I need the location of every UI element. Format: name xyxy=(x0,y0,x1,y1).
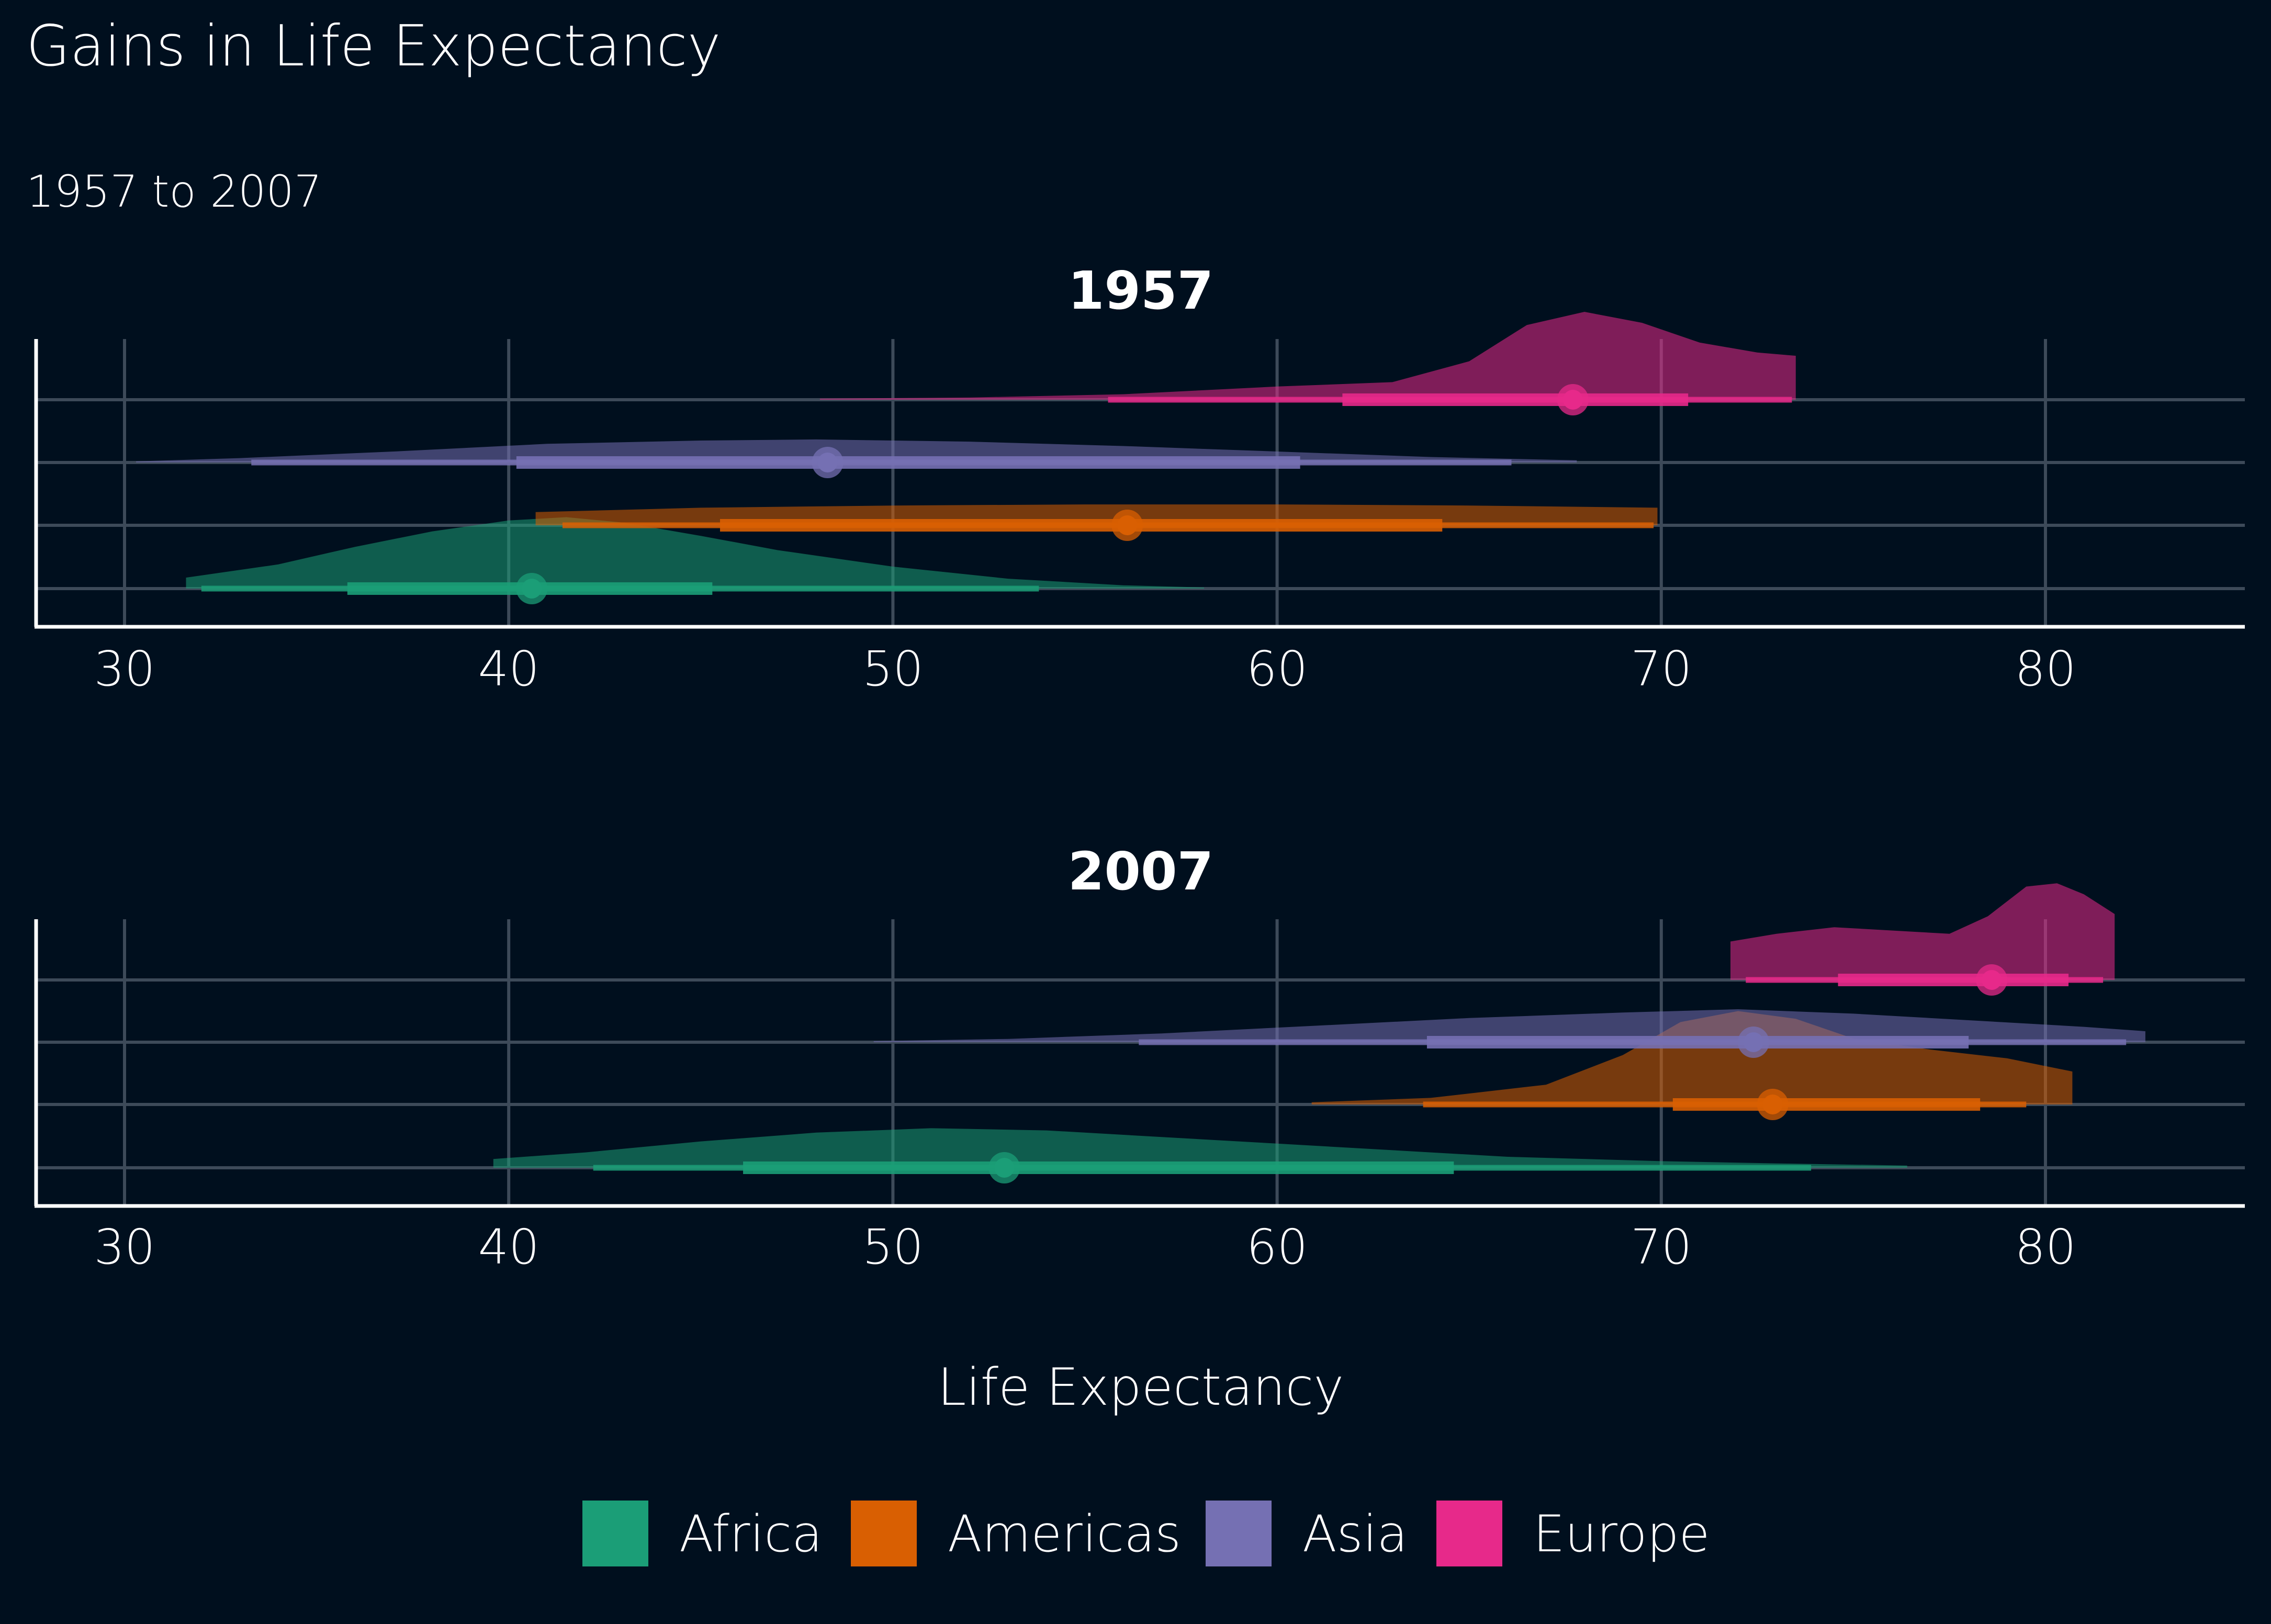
density-americas xyxy=(1311,1011,2073,1104)
legend-swatch-africa xyxy=(582,1501,648,1566)
median-point-core-europe xyxy=(1562,390,1583,410)
series-europe xyxy=(1730,883,2115,996)
legend-label-africa: Africa xyxy=(679,1505,823,1563)
density-asia xyxy=(873,1009,2145,1042)
density-europe xyxy=(819,312,1796,400)
series-asia xyxy=(136,439,1577,478)
legend: Africa Americas Asia Europe xyxy=(582,1501,1710,1566)
median-point-core-africa xyxy=(994,1158,1015,1178)
series-americas xyxy=(1311,1011,2073,1120)
x-tick-label: 40 xyxy=(478,641,539,697)
panel-2007: 2007 30 40 50 60 70 80 xyxy=(34,841,2245,1275)
legend-label-americas: Americas xyxy=(948,1505,1181,1563)
series-asia xyxy=(873,1009,2145,1058)
legend-item-europe: Europe xyxy=(1436,1501,1710,1566)
legend-item-americas: Americas xyxy=(851,1501,1181,1566)
x-tick-label: 50 xyxy=(862,1219,924,1275)
density-africa xyxy=(493,1128,1907,1168)
median-point-core-asia xyxy=(1744,1032,1764,1052)
density-africa xyxy=(186,517,1205,589)
legend-item-asia: Asia xyxy=(1206,1501,1408,1566)
x-tick-label: 80 xyxy=(2015,641,2076,697)
x-tick-label: 30 xyxy=(94,1219,155,1275)
legend-swatch-americas xyxy=(851,1501,917,1566)
density-europe xyxy=(1730,883,2115,980)
x-axis-label: Life Expectancy xyxy=(938,1358,1344,1417)
median-point-core-europe xyxy=(1982,970,2002,990)
median-point-core-africa xyxy=(522,579,542,599)
legend-label-asia: Asia xyxy=(1302,1505,1408,1563)
median-point-core-americas xyxy=(1762,1095,1783,1114)
legend-swatch-europe xyxy=(1436,1501,1502,1566)
x-tick-label: 70 xyxy=(1631,1219,1692,1275)
series-americas xyxy=(535,504,1658,541)
median-point-core-asia xyxy=(817,453,838,472)
series-europe xyxy=(819,312,1796,415)
chart-title: Gains in Life Expectancy xyxy=(26,14,721,79)
legend-label-europe: Europe xyxy=(1533,1505,1710,1563)
legend-swatch-asia xyxy=(1206,1501,1272,1566)
series-africa xyxy=(493,1128,1907,1183)
x-tick-label: 40 xyxy=(478,1219,539,1275)
chart-subtitle: 1957 to 2007 xyxy=(26,166,322,217)
legend-item-africa: Africa xyxy=(582,1501,823,1566)
x-tick-label: 70 xyxy=(1631,641,1692,697)
panels: 1957 30 40 50 60 70 80 2007 30 40 50 60 70 80 xyxy=(34,260,2245,1275)
x-tick-label: 50 xyxy=(862,641,924,697)
facet-label: 2007 xyxy=(1068,841,1213,902)
facet-label: 1957 xyxy=(1068,260,1213,321)
panel-1957: 1957 30 40 50 60 70 80 xyxy=(34,260,2245,697)
x-tick-label: 60 xyxy=(1246,1219,1308,1275)
series-africa xyxy=(186,517,1205,604)
x-tick-label: 60 xyxy=(1246,641,1308,697)
median-point-core-americas xyxy=(1117,515,1138,535)
x-tick-label: 30 xyxy=(94,641,155,697)
x-tick-label: 80 xyxy=(2015,1219,2076,1275)
